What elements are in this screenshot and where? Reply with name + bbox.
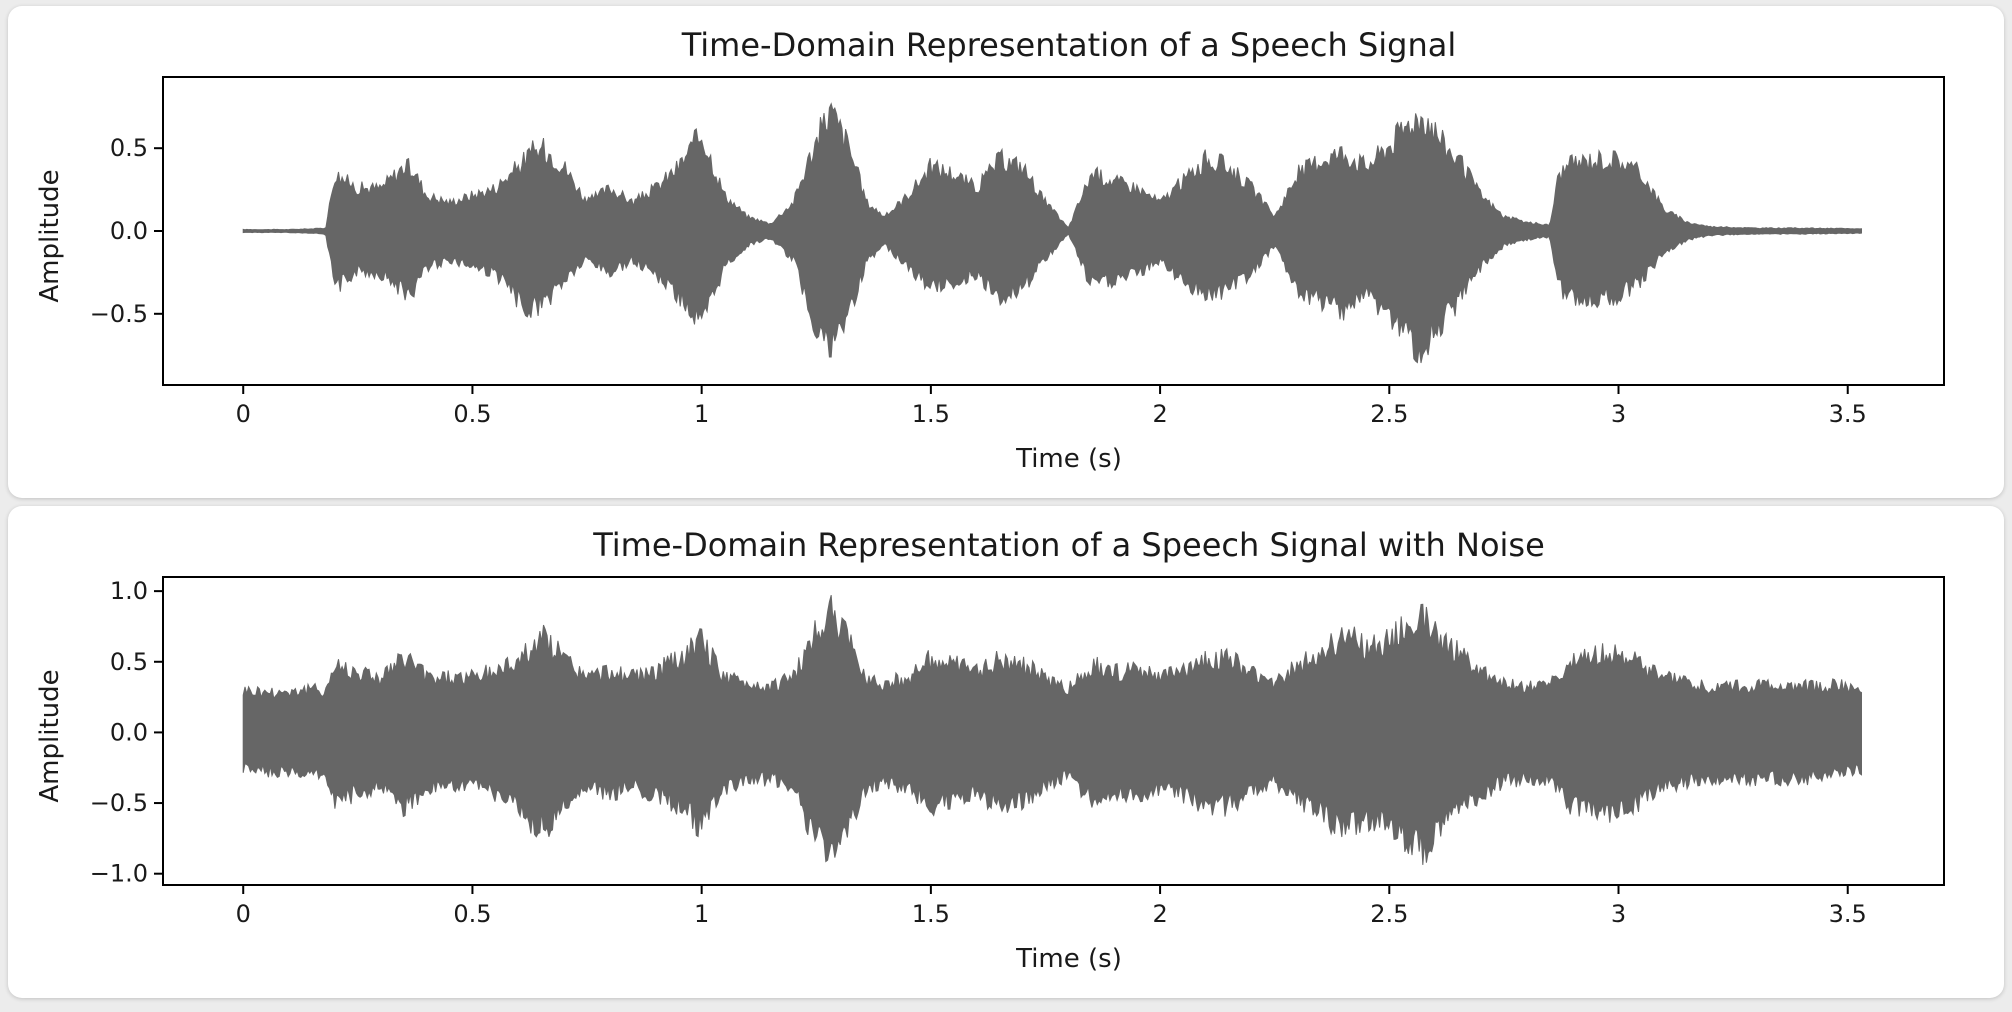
x-axis-label: Time (s) (1015, 444, 1122, 474)
chart-card-noisy: Time-Domain Representation of a Speech S… (8, 506, 2004, 998)
x-tick-label: 1.5 (912, 400, 950, 428)
y-tick-label: −0.5 (90, 789, 148, 817)
x-tick-label: 2.5 (1370, 900, 1408, 928)
y-tick-label: 0.0 (110, 718, 148, 746)
x-tick-label: 1 (694, 900, 709, 928)
y-tick-label: −0.5 (90, 300, 148, 328)
x-tick-label: 2.5 (1370, 400, 1408, 428)
y-axis-label: Amplitude (35, 169, 65, 302)
x-tick-label: 3 (1611, 900, 1626, 928)
plot-area: 0 0.5 1 1.5 2 2.5 3 3.5 1.0 0.5 0.0 −0.5 −1.0 (90, 576, 1945, 928)
y-tick-label: 0.5 (110, 134, 148, 162)
x-tick-label: 0.5 (453, 400, 491, 428)
chart-title: Time-Domain Representation of a Speech S… (681, 26, 1457, 64)
x-tick-label: 0.5 (453, 900, 491, 928)
speech-signal-chart: Time-Domain Representation of a Speech S… (35, 26, 1945, 474)
x-tick-label: 0 (236, 400, 251, 428)
plot-area: 0 0.5 1 1.5 2 2.5 3 3.5 0.5 0.0 −0.5 (90, 76, 1945, 428)
y-tick-label: 1.0 (110, 577, 148, 605)
x-tick-label: 1.5 (912, 900, 950, 928)
x-tick-label: 3.5 (1829, 900, 1867, 928)
y-tick-label: −1.0 (90, 860, 148, 888)
y-tick-label: 0.5 (110, 648, 148, 676)
x-tick-label: 1 (694, 400, 709, 428)
x-tick-label: 3.5 (1829, 400, 1867, 428)
x-tick-label: 3 (1611, 400, 1626, 428)
x-tick-label: 2 (1152, 900, 1167, 928)
x-tick-label: 0 (236, 900, 251, 928)
x-tick-label: 2 (1152, 400, 1167, 428)
speech-signal-noise-chart: Time-Domain Representation of a Speech S… (35, 526, 1945, 974)
waveform-series (242, 594, 1862, 865)
plot-frame (162, 576, 1945, 886)
chart-title: Time-Domain Representation of a Speech S… (592, 526, 1545, 564)
waveform-series (242, 102, 1862, 364)
y-tick-label: 0.0 (110, 217, 148, 245)
x-axis-label: Time (s) (1015, 944, 1122, 974)
y-axis-label: Amplitude (35, 669, 65, 802)
chart-card-clean: Time-Domain Representation of a Speech S… (8, 6, 2004, 498)
